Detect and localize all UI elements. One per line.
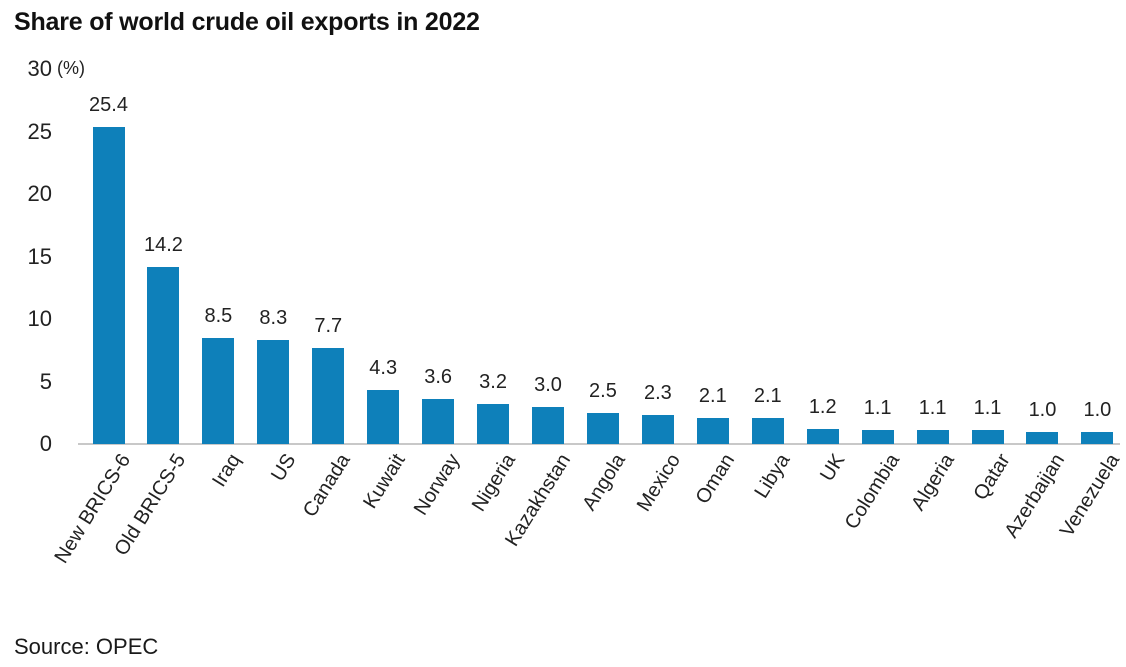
x-axis-label-nigeria: Nigeria [467, 450, 520, 516]
bar-value-label: 4.3 [369, 357, 398, 380]
chart-title: Share of world crude oil exports in 2022 [14, 8, 480, 36]
x-axis-label-kuwait: Kuwait [359, 450, 410, 513]
bar-kuwait [367, 390, 400, 444]
bar-venezuela [1081, 431, 1114, 444]
bar-value-label: 2.1 [753, 384, 782, 407]
bar-value-label: 2.5 [589, 379, 617, 402]
bar-value-label: 1.2 [808, 396, 837, 418]
x-axis-label-iraq: Iraq [208, 450, 246, 491]
bar-new-brics-6 [92, 126, 125, 444]
bar-old-brics-5 [147, 266, 180, 444]
source-note: Source: OPEC [14, 634, 159, 659]
bar-value-label: 8.5 [204, 304, 233, 327]
bar-canada [312, 347, 345, 444]
y-axis-tick-label: 0 [39, 431, 52, 456]
x-axis-label-norway: Norway [410, 450, 465, 520]
x-axis-label-colombia: Colombia [840, 450, 905, 534]
bar-algeria [916, 430, 949, 444]
bar-value-label: 2.3 [643, 382, 672, 405]
bar-qatar [971, 430, 1004, 444]
x-axis-label-algeria: Algeria [907, 450, 960, 515]
bar-azerbaijan [1026, 431, 1059, 444]
x-axis-label-mexico: Mexico [632, 450, 685, 516]
y-axis-tick-label: 20 [27, 181, 52, 206]
y-axis-tick-label: 30 [27, 56, 52, 81]
bar-value-label: 7.7 [314, 314, 343, 337]
bar-value-label: 3.6 [424, 366, 453, 388]
bar-nigeria [477, 404, 510, 444]
bar-iraq [202, 337, 235, 444]
bar-oman [696, 417, 729, 444]
bar-value-label: 25.4 [89, 93, 128, 116]
bar-value-label: 3.2 [479, 371, 507, 393]
bar-value-label: 1.1 [863, 397, 892, 420]
bar-angola [586, 412, 619, 444]
bar-value-label: 1.0 [1083, 398, 1112, 421]
bar-value-label: 2.1 [698, 384, 727, 407]
bar-value-label: 1.0 [1028, 398, 1057, 421]
bar-value-label: 1.1 [918, 397, 947, 420]
bar-value-label: 14.2 [143, 233, 183, 256]
x-axis-label-libya: Libya [750, 450, 795, 503]
y-axis-tick-label: 15 [27, 243, 52, 269]
x-axis-label-angola: Angola [577, 450, 630, 515]
y-axis-tick-label: 25 [27, 118, 52, 144]
bar-kazakhstan [532, 406, 565, 444]
x-axis-label-us: US [266, 450, 300, 486]
x-axis-label-oman: Oman [691, 450, 740, 508]
x-axis-line [78, 443, 1120, 445]
bar-libya [751, 417, 784, 444]
x-axis-label-uk: UK [816, 450, 850, 486]
bar-uk [806, 429, 839, 444]
y-axis-tick-label: 5 [39, 368, 52, 394]
bar-us [257, 340, 290, 444]
y-axis-unit-label: (%) [57, 58, 85, 78]
bar-value-label: 8.3 [259, 307, 288, 330]
y-axis-tick-label: 10 [27, 306, 52, 331]
bar-value-label: 3.0 [534, 373, 562, 396]
bar-mexico [641, 415, 674, 444]
bar-value-label: 1.1 [973, 397, 1002, 420]
bar-colombia [861, 430, 894, 444]
x-axis-label-canada: Canada [299, 450, 355, 522]
bar-norway [422, 399, 455, 444]
x-axis-label-qatar: Qatar [969, 450, 1015, 505]
